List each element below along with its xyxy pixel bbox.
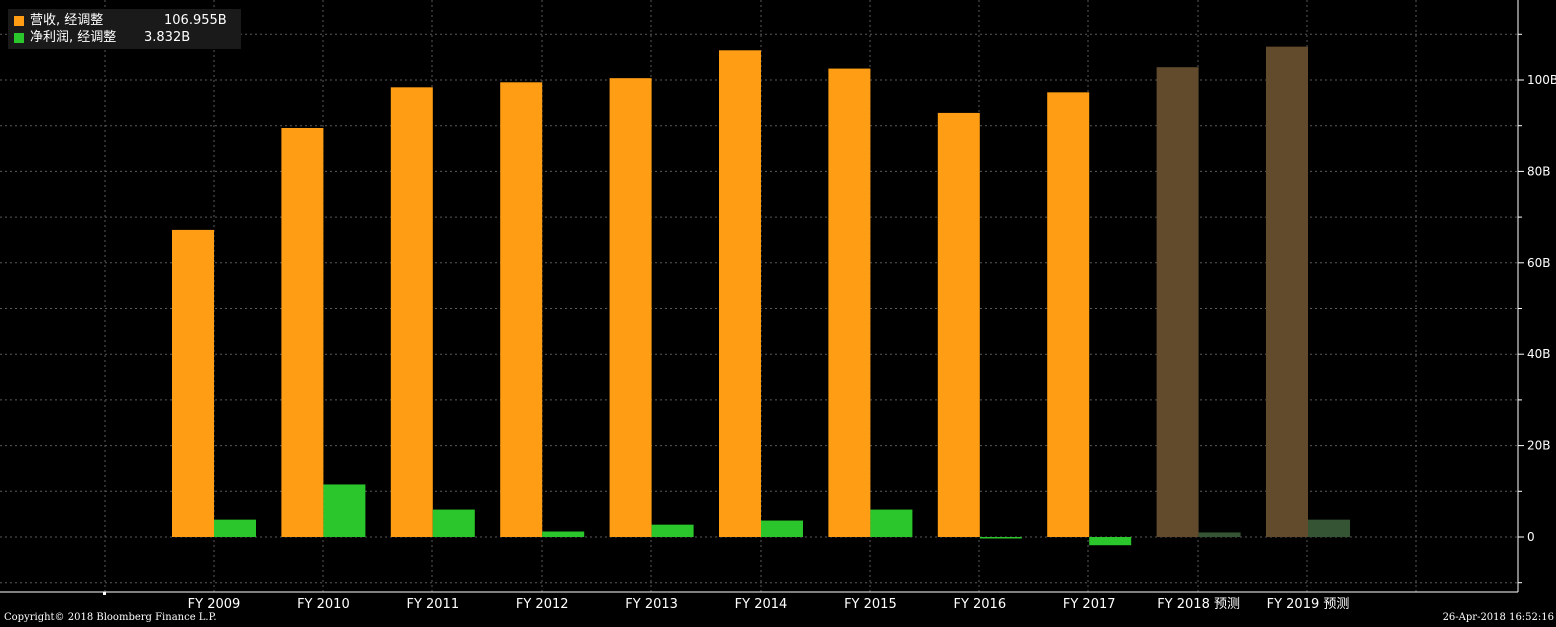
legend-value-net-income: 3.832B [144, 30, 191, 45]
bars [172, 46, 1350, 546]
bar-revenue-2 [281, 127, 324, 538]
bar-net-income-1 [214, 519, 256, 537]
bar-revenue-8 [937, 112, 980, 538]
y-tick-label: 20B [1527, 439, 1551, 453]
bar-net-income-3 [432, 509, 475, 537]
y-tick-label: 60B [1527, 256, 1551, 270]
y-tick-label: 0 [1527, 530, 1535, 544]
legend-label-net-income: 净利润, 经调整 [30, 30, 117, 45]
legend-value-revenue: 106.955B [164, 13, 227, 28]
bar-net-income-9 [1089, 537, 1132, 546]
bar-revenue-6 [719, 50, 761, 538]
legend-swatch-net-income [14, 32, 24, 43]
bar-revenue-1 [172, 229, 214, 537]
x-tick-label: FY 2012 [516, 597, 569, 612]
legend-swatch-revenue [14, 15, 24, 26]
x-tick-label: FY 2014 [735, 597, 788, 612]
chart-legend: 营收, 经调整 106.955B 净利润, 经调整 3.832B [8, 9, 241, 49]
bar-net-income-5 [651, 524, 694, 537]
y-tick-label: 40B [1527, 347, 1551, 361]
x-tick-label: FY 2013 [625, 597, 678, 612]
x-tick-label: FY 2018 预测 [1157, 597, 1240, 612]
x-tick-label: FY 2010 [297, 597, 350, 612]
bar-net-income-2 [323, 484, 366, 537]
axes: FY 2009 FY 2010 FY 2011 FY 2012 FY 2013 FY 20… [0, 0, 1556, 612]
timestamp-text: 26-Apr-2018 16:52:16 [1442, 612, 1554, 623]
bar-revenue-4 [500, 82, 543, 537]
x-tick-label: FY 2009 [188, 597, 241, 612]
bar-net-income-10 [1198, 532, 1241, 537]
y-tick-label: 80B [1527, 164, 1551, 178]
bar-net-income-6 [761, 520, 803, 537]
legend-item-revenue: 营收, 经调整 106.955B [14, 12, 227, 29]
x-axis-tick-marker [103, 592, 106, 595]
x-tick-label: FY 2016 [953, 597, 1006, 612]
x-tick-label: FY 2011 [406, 597, 459, 612]
bar-revenue-7 [828, 68, 871, 537]
legend-label-revenue: 营收, 经调整 [30, 13, 104, 28]
bar-revenue-11 [1266, 46, 1308, 537]
x-tick-label: FY 2017 [1063, 597, 1116, 612]
copyright-text: Copyright© 2018 Bloomberg Finance L.P. [4, 612, 217, 623]
bar-revenue-5 [609, 78, 652, 537]
bar-net-income-8 [979, 537, 1022, 539]
bar-revenue-3 [390, 87, 433, 537]
x-tick-label: FY 2019 预测 [1267, 597, 1350, 612]
bar-revenue-10 [1156, 67, 1199, 537]
bar-revenue-9 [1047, 92, 1090, 538]
y-tick-label: 100B [1527, 73, 1556, 87]
bar-net-income-7 [870, 509, 913, 537]
legend-item-net-income: 净利润, 经调整 3.832B [14, 29, 227, 46]
bar-net-income-11 [1308, 519, 1350, 537]
bar-net-income-4 [542, 531, 585, 537]
x-tick-label: FY 2015 [844, 597, 897, 612]
